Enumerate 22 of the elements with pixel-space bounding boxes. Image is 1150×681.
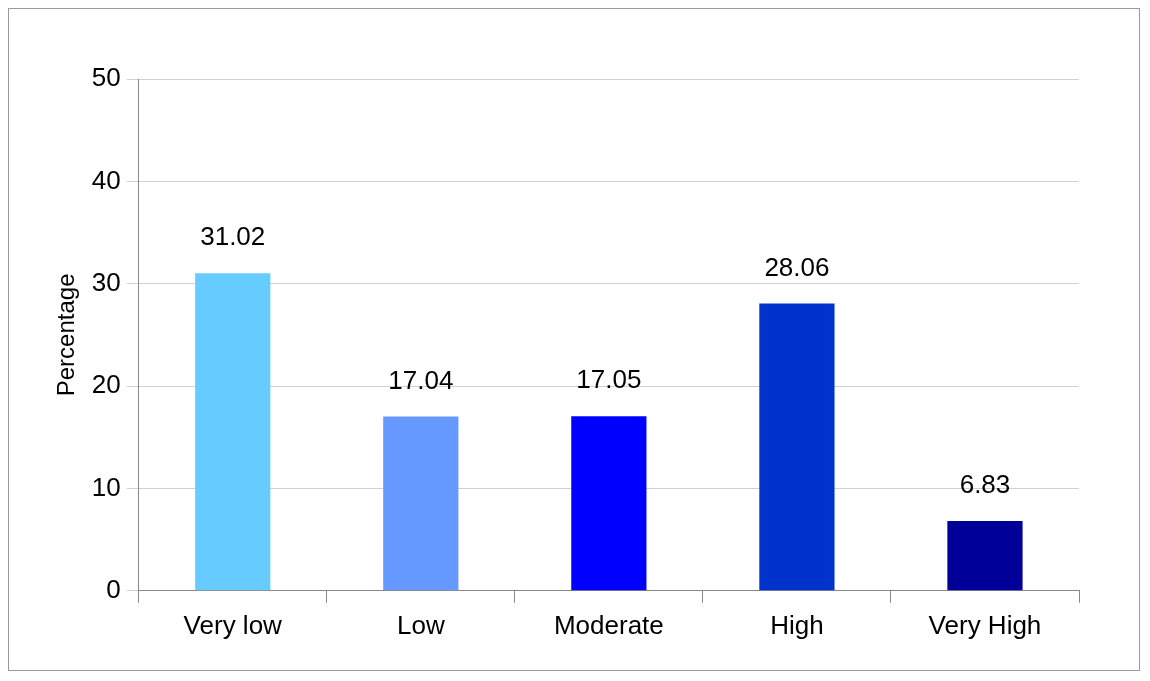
y-axis-title: Percentage [52,273,80,397]
bar [195,273,271,591]
data-label: 6.83 [959,469,1011,500]
x-tick-label: Very low [183,609,283,640]
bar [571,416,647,591]
data-label: 17.04 [388,364,454,395]
x-tick-label: Low [396,609,445,640]
x-tick-label: Moderate [553,609,664,640]
bar [759,303,835,591]
x-tick-label: High [770,609,824,640]
y-tick-label: 20 [91,369,121,400]
data-label: 28.06 [764,251,830,282]
data-label: 17.05 [576,364,642,395]
data-label: 31.02 [200,221,266,252]
y-tick-label: 50 [91,62,121,93]
bar [383,416,459,591]
x-tick-label: Very High [928,609,1042,640]
y-tick-label: 10 [91,471,121,502]
bar [947,520,1023,591]
y-tick-label: 0 [106,573,121,604]
y-tick-label: 30 [91,266,121,297]
y-tick-label: 40 [91,164,121,195]
